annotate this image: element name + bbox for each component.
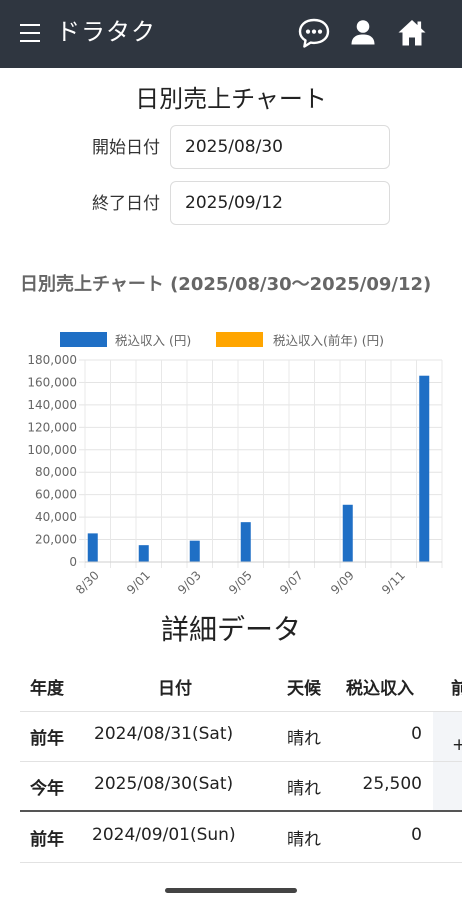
cell-income: 0 [411, 724, 422, 744]
bar-current [342, 504, 353, 562]
header-year: 年度 [30, 679, 64, 699]
sales-bar-chart: 税込収入 (円) 税込収入(前年) (円) 0 20,000 40,000 60,000 8… [27, 332, 443, 597]
app-bar: ドラタク [0, 0, 462, 68]
y-tick-label: 60,000 [35, 488, 77, 502]
x-tick-label: 9/11 [379, 568, 408, 597]
page-title: 日別売上チャート [135, 85, 327, 113]
legend-swatch-current [60, 332, 107, 347]
y-tick-label: 100,000 [27, 443, 77, 457]
row-divider [20, 761, 462, 762]
bar-current [138, 545, 149, 562]
end-date-label: 終了日付 [92, 194, 160, 214]
group-divider [20, 810, 462, 812]
cell-date: 2024/09/01(Sun) [92, 825, 236, 845]
y-tick-label: 120,000 [27, 420, 77, 434]
x-tick-label: 9/05 [226, 568, 255, 597]
home-icon[interactable] [395, 16, 429, 50]
expand-button[interactable]: + [452, 735, 462, 755]
row-divider [20, 711, 462, 712]
menu-icon[interactable] [20, 24, 40, 42]
y-tick-label: 80,000 [35, 465, 77, 479]
y-tick-label: 140,000 [27, 398, 77, 412]
bar-current [189, 540, 200, 562]
bar-current [240, 522, 251, 562]
cell-date: 2025/08/30(Sat) [94, 774, 234, 794]
y-tick-label: 180,000 [27, 353, 77, 367]
start-date-input[interactable] [170, 125, 390, 169]
user-icon[interactable] [346, 16, 380, 50]
legend-label-prev: 税込収入(前年) (円) [273, 333, 384, 348]
detail-table: 年度 日付 天候 税込収入 前 + 前年 2024/08/31(Sat) 晴れ … [0, 658, 462, 884]
header-weather: 天候 [287, 679, 321, 699]
chart-heading: 日別売上チャート (2025/08/30〜2025/09/12) [20, 274, 432, 295]
y-tick-label: 0 [69, 555, 77, 569]
header-income: 税込収入 [346, 679, 414, 699]
x-tick-label: 9/07 [277, 568, 306, 597]
x-tick-label: 8/30 [73, 568, 102, 597]
header-prev: 前 [451, 679, 462, 699]
home-indicator [165, 888, 297, 893]
legend-swatch-prev [216, 332, 263, 347]
cell-year: 前年 [30, 830, 64, 850]
cell-income: 25,500 [362, 774, 422, 794]
cell-weather: 晴れ [287, 729, 321, 749]
x-tick-label: 9/01 [124, 568, 153, 597]
end-date-input[interactable] [170, 181, 390, 225]
start-date-label: 開始日付 [92, 138, 160, 158]
app-title: ドラタク [56, 18, 156, 46]
bar-current [419, 375, 430, 562]
header-date: 日付 [158, 679, 192, 699]
y-tick-label: 40,000 [35, 510, 77, 524]
row-divider [20, 862, 462, 863]
cell-year: 今年 [30, 779, 64, 799]
detail-title: 詳細データ [160, 613, 301, 646]
y-tick-label: 160,000 [27, 375, 77, 389]
bar-current [87, 533, 98, 562]
cell-date: 2024/08/31(Sat) [94, 724, 234, 744]
cell-weather: 晴れ [287, 779, 321, 799]
y-tick-label: 20,000 [35, 533, 77, 547]
cell-income: 0 [411, 825, 422, 845]
x-tick-label: 9/03 [175, 568, 204, 597]
cell-year: 前年 [30, 729, 64, 749]
chat-icon[interactable] [297, 16, 331, 50]
legend-label-current: 税込収入 (円) [115, 333, 191, 348]
cell-weather: 晴れ [287, 830, 321, 850]
x-tick-label: 9/09 [328, 568, 357, 597]
